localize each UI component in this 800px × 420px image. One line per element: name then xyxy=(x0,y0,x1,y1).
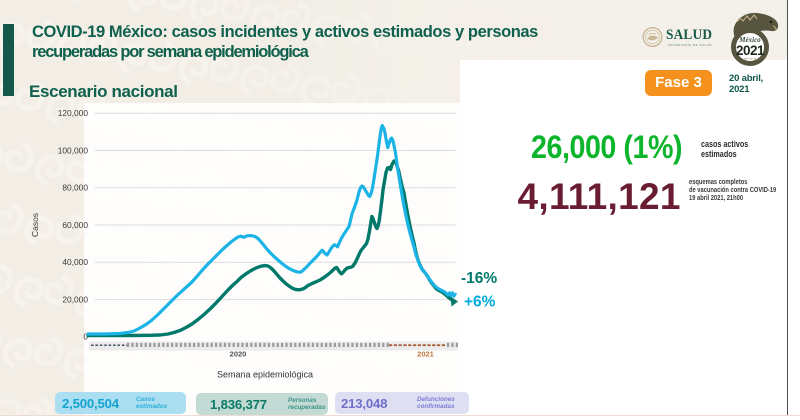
svg-text:100,000: 100,000 xyxy=(58,145,89,155)
svg-text:Semana epidemiológica: Semana epidemiológica xyxy=(217,370,313,380)
svg-text:120,000: 120,000 xyxy=(58,108,89,118)
svg-text:60,000: 60,000 xyxy=(62,220,88,230)
svg-text:año de la: año de la xyxy=(744,57,757,61)
svg-text:2020: 2020 xyxy=(230,350,247,359)
svg-text:40,000: 40,000 xyxy=(62,257,88,267)
svg-text:0: 0 xyxy=(83,332,88,342)
svg-text:20,000: 20,000 xyxy=(62,294,88,304)
svg-text:México: México xyxy=(738,36,761,44)
svg-text:2021: 2021 xyxy=(736,43,765,58)
svg-text:Casos: Casos xyxy=(30,213,40,237)
svg-text:2021: 2021 xyxy=(417,350,434,359)
svg-text:-16%: -16% xyxy=(461,270,497,287)
svg-text:80,000: 80,000 xyxy=(62,183,88,193)
svg-text:+6%: +6% xyxy=(464,294,496,311)
